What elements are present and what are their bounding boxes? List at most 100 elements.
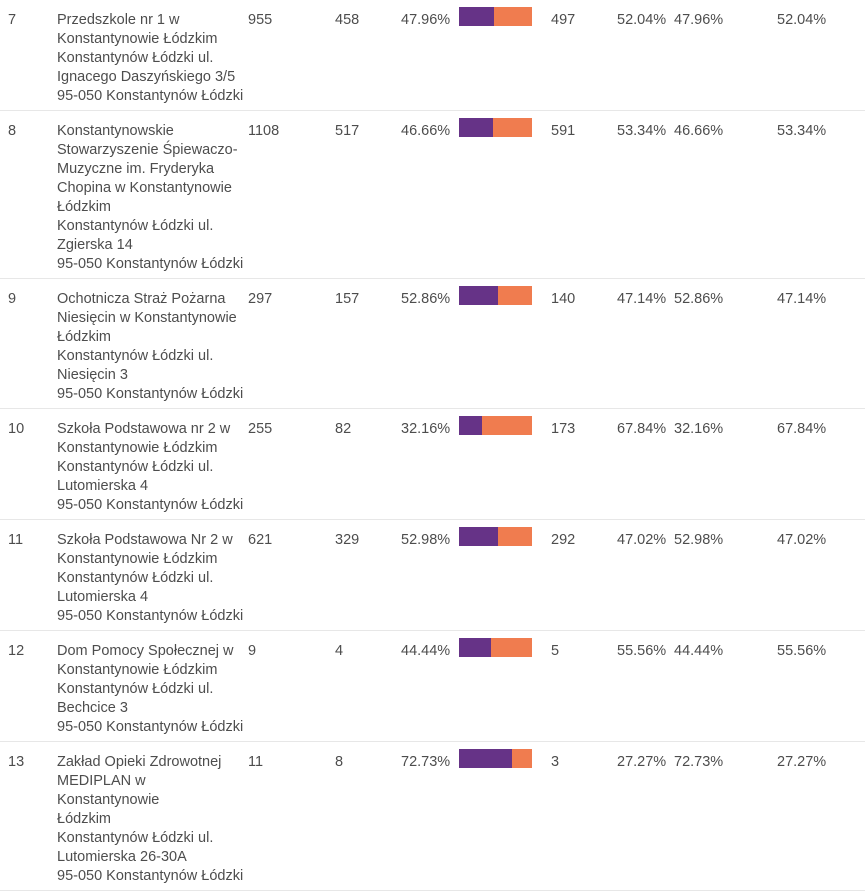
station-postal-code: 95-050 Konstantynów Łódzki	[57, 719, 244, 735]
candidate-a-percent-repeat-cell: 47.96%	[674, 12, 724, 28]
station-postal-code: 95-050 Konstantynów Łódzki	[57, 497, 244, 513]
candidate-b-bar-segment	[482, 416, 532, 435]
polling-station-cell: Szkoła Podstawowa Nr 2 w Konstantynowie …	[57, 531, 248, 626]
polling-station-cell: Przedszkole nr 1 w Konstantynowie Łódzki…	[57, 11, 248, 106]
candidate-b-percent-cell: 47.02%	[617, 532, 667, 548]
station-name: Przedszkole nr 1 w Konstantynowie Łódzki…	[57, 12, 218, 47]
row-number: 13	[8, 754, 25, 770]
candidate-b-bar-segment	[494, 7, 532, 26]
polling-station-cell: Szkoła Podstawowa nr 2 w Konstantynowie …	[57, 420, 248, 515]
station-address: Konstantynów Łódzki ul. Lutomierska 4	[57, 459, 214, 494]
vote-share-bar-cell	[459, 7, 532, 26]
total-votes-cell: 955	[248, 12, 273, 28]
station-name: Konstantynowskie Stowarzyszenie Śpiewacz…	[57, 123, 238, 215]
station-postal-code: 95-050 Konstantynów Łódzki	[57, 256, 244, 272]
table-row: 11 Szkoła Podstawowa Nr 2 w Konstantynow…	[0, 520, 865, 631]
candidate-a-percent-repeat-cell: 52.86%	[674, 291, 724, 307]
table-row: 13 Zakład Opieki Zdrowotnej MEDIPLAN w K…	[0, 742, 865, 891]
candidate-a-percent-repeat-cell: 72.73%	[674, 754, 724, 770]
vote-share-bar-cell	[459, 118, 532, 137]
vote-share-bar-cell	[459, 286, 532, 305]
candidate-a-votes-cell: 82	[335, 421, 352, 437]
candidate-a-votes-cell: 4	[335, 643, 344, 659]
candidate-b-bar-segment	[497, 527, 532, 546]
station-postal-code: 95-050 Konstantynów Łódzki	[57, 868, 244, 884]
station-name: Ochotnicza Straż Pożarna Niesięcin w Kon…	[57, 291, 237, 345]
candidate-b-votes-cell: 173	[551, 421, 576, 437]
vote-share-bar-cell	[459, 749, 532, 768]
table-row: 8 Konstantynowskie Stowarzyszenie Śpiewa…	[0, 111, 865, 279]
candidate-b-bar-segment	[491, 638, 532, 657]
polling-station-cell: Konstantynowskie Stowarzyszenie Śpiewacz…	[57, 122, 248, 274]
table-row: 7 Przedszkole nr 1 w Konstantynowie Łódz…	[0, 0, 865, 111]
station-name: Zakład Opieki Zdrowotnej MEDIPLAN w Kons…	[57, 754, 222, 827]
candidate-a-bar-segment	[459, 7, 494, 26]
station-name: Szkoła Podstawowa nr 2 w Konstantynowie …	[57, 421, 231, 456]
total-votes-cell: 1108	[248, 123, 280, 139]
total-votes-cell: 255	[248, 421, 273, 437]
candidate-b-percent-cell: 53.34%	[617, 123, 667, 139]
station-address: Konstantynów Łódzki ul. Ignacego Daszyńs…	[57, 50, 236, 85]
candidate-b-votes-cell: 292	[551, 532, 576, 548]
station-name: Szkoła Podstawowa Nr 2 w Konstantynowie …	[57, 532, 233, 567]
row-number: 9	[8, 291, 17, 307]
candidate-a-percent-cell: 32.16%	[401, 421, 451, 437]
total-votes-cell: 621	[248, 532, 273, 548]
table-row: 10 Szkoła Podstawowa nr 2 w Konstantynow…	[0, 409, 865, 520]
candidate-b-percent-repeat-cell: 53.34%	[777, 123, 827, 139]
candidate-b-bar-segment	[493, 118, 532, 137]
candidate-b-percent-cell: 27.27%	[617, 754, 667, 770]
vote-share-bar	[459, 7, 532, 26]
candidate-a-votes-cell: 157	[335, 291, 360, 307]
row-number: 10	[8, 421, 25, 437]
candidate-a-bar-segment	[459, 118, 494, 137]
candidate-b-votes-cell: 140	[551, 291, 576, 307]
station-name: Dom Pomocy Społecznej w Konstantynowie Ł…	[57, 643, 234, 678]
candidate-a-votes-cell: 8	[335, 754, 344, 770]
candidate-b-percent-repeat-cell: 67.84%	[777, 421, 827, 437]
candidate-b-votes-cell: 3	[551, 754, 560, 770]
row-number: 12	[8, 643, 25, 659]
candidate-b-votes-cell: 591	[551, 123, 576, 139]
polling-station-cell: Dom Pomocy Społecznej w Konstantynowie Ł…	[57, 642, 248, 737]
vote-share-bar	[459, 416, 532, 435]
vote-share-bar	[459, 286, 532, 305]
candidate-b-bar-segment	[497, 286, 532, 305]
candidate-a-bar-segment	[459, 416, 483, 435]
candidate-b-percent-repeat-cell: 47.02%	[777, 532, 827, 548]
row-number: 11	[8, 532, 24, 548]
vote-share-bar-cell	[459, 638, 532, 657]
candidate-b-percent-cell: 55.56%	[617, 643, 667, 659]
vote-share-bar	[459, 118, 532, 137]
polling-station-cell: Zakład Opieki Zdrowotnej MEDIPLAN w Kons…	[57, 753, 248, 886]
candidate-a-percent-repeat-cell: 46.66%	[674, 123, 724, 139]
candidate-b-votes-cell: 497	[551, 12, 576, 28]
vote-share-bar	[459, 527, 532, 546]
candidate-a-percent-cell: 52.86%	[401, 291, 451, 307]
station-postal-code: 95-050 Konstantynów Łódzki	[57, 88, 244, 104]
station-postal-code: 95-050 Konstantynów Łódzki	[57, 386, 244, 402]
station-postal-code: 95-050 Konstantynów Łódzki	[57, 608, 244, 624]
total-votes-cell: 11	[248, 754, 264, 770]
row-number: 8	[8, 123, 17, 139]
candidate-b-percent-cell: 52.04%	[617, 12, 667, 28]
candidate-b-percent-repeat-cell: 27.27%	[777, 754, 827, 770]
candidate-a-bar-segment	[459, 286, 498, 305]
station-address: Konstantynów Łódzki ul. Niesięcin 3	[57, 348, 214, 383]
row-number: 7	[8, 12, 17, 28]
candidate-a-votes-cell: 329	[335, 532, 360, 548]
candidate-a-percent-cell: 52.98%	[401, 532, 451, 548]
candidate-a-votes-cell: 517	[335, 123, 360, 139]
candidate-a-percent-repeat-cell: 52.98%	[674, 532, 724, 548]
total-votes-cell: 297	[248, 291, 273, 307]
table-row: 12 Dom Pomocy Społecznej w Konstantynowi…	[0, 631, 865, 742]
candidate-a-percent-repeat-cell: 44.44%	[674, 643, 724, 659]
candidate-b-percent-repeat-cell: 52.04%	[777, 12, 827, 28]
candidate-a-percent-cell: 47.96%	[401, 12, 451, 28]
candidate-b-percent-repeat-cell: 47.14%	[777, 291, 827, 307]
station-address: Konstantynów Łódzki ul. Bechcice 3	[57, 681, 214, 716]
vote-share-bar	[459, 638, 532, 657]
vote-share-bar-cell	[459, 527, 532, 546]
candidate-b-percent-repeat-cell: 55.56%	[777, 643, 827, 659]
